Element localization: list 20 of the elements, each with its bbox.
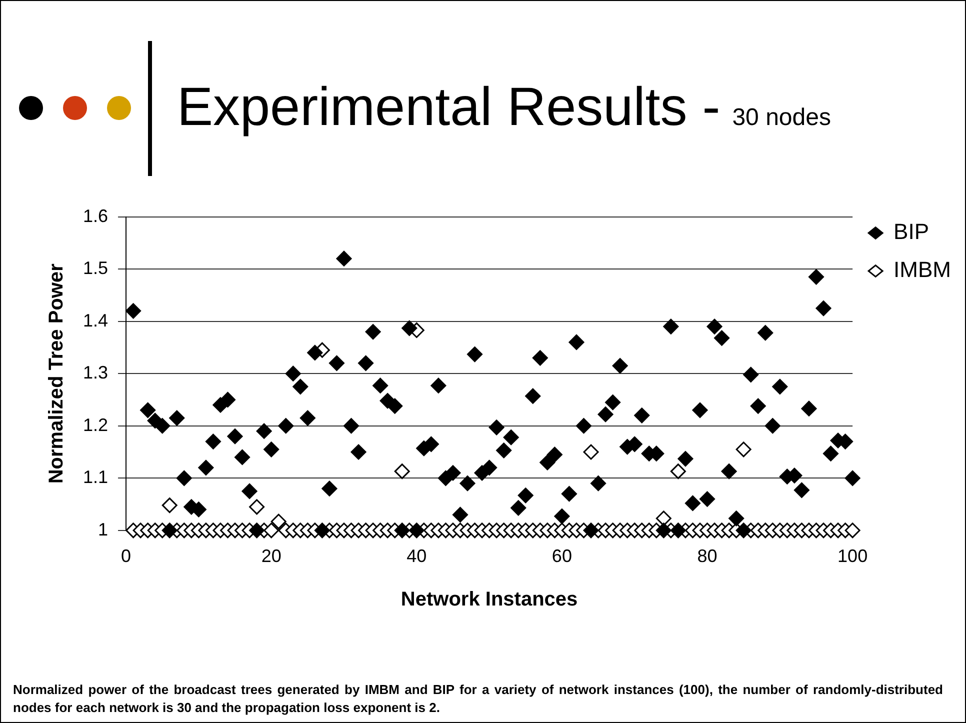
y-tick-label: 1.4 [82, 310, 108, 330]
y-tick-label: 1.2 [82, 414, 108, 435]
legend-label: BIP [894, 219, 930, 244]
x-tick-label: 80 [697, 546, 718, 566]
y-axis-title: Normalized Tree Power [46, 263, 68, 484]
legend-label: IMBM [894, 257, 952, 282]
x-tick-label: 0 [121, 546, 132, 566]
x-tick-label: 60 [552, 546, 572, 566]
y-tick-label: 1.6 [82, 206, 108, 226]
x-tick-label: 40 [406, 546, 427, 566]
y-tick-label: 1.5 [82, 258, 108, 278]
y-tick-label: 1.3 [82, 362, 108, 383]
y-tick-label: 1 [98, 519, 108, 540]
chart-title: Experimental Results - [177, 77, 720, 137]
y-tick-label: 1.1 [82, 467, 108, 488]
x-axis-title: Network Instances [400, 588, 578, 611]
chart-subtitle: 30 nodes [732, 104, 831, 131]
x-tick-label: 20 [261, 546, 282, 566]
text: Normalized power of the broadcast trees generated by IMBM and BIP for a variety of network instances (100), the number of randomly-distributed nodes for each network is 30 and the propagation loss exponent is 2. [13, 681, 943, 717]
x-tick-label: 100 [838, 546, 868, 566]
